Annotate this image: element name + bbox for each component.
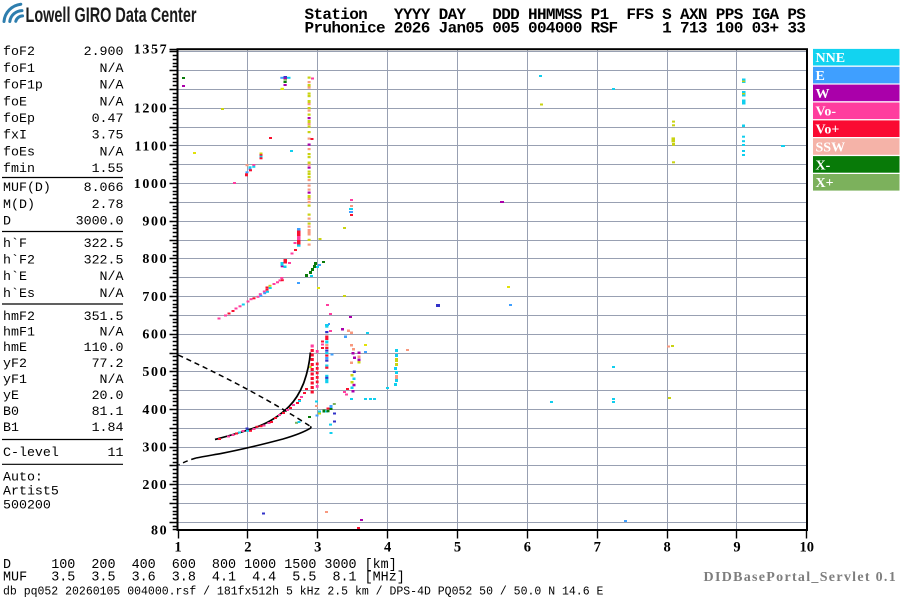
svg-text:2.900: 2.900: [84, 44, 124, 59]
svg-text:D: D: [3, 214, 11, 229]
svg-text:800: 800: [142, 252, 168, 267]
svg-text:yF2: yF2: [3, 356, 27, 371]
svg-text:2.78: 2.78: [92, 197, 124, 212]
svg-text:SSW: SSW: [816, 140, 846, 155]
svg-text:fxI: fxI: [3, 128, 27, 143]
svg-text:322.5: 322.5: [84, 236, 124, 251]
svg-text:81.1: 81.1: [92, 404, 124, 419]
svg-text:322.5: 322.5: [84, 253, 124, 268]
svg-text:77.2: 77.2: [92, 356, 124, 371]
svg-text:Vo+: Vo+: [816, 123, 840, 138]
svg-text:N/A: N/A: [100, 94, 124, 109]
svg-text:500200: 500200: [3, 498, 51, 513]
svg-text:Pruhonice 2026 Jan05 005 00400: Pruhonice 2026 Jan05 005 004000 RSF 1 71…: [305, 20, 806, 38]
svg-text:0.47: 0.47: [92, 111, 124, 126]
svg-text:NNE: NNE: [816, 51, 846, 66]
svg-text:h`Es: h`Es: [3, 286, 35, 301]
svg-text:20.0: 20.0: [92, 388, 124, 403]
svg-text:3: 3: [314, 540, 321, 556]
svg-text:M(D): M(D): [3, 197, 35, 212]
svg-text:351.5: 351.5: [84, 309, 124, 324]
svg-text:1: 1: [174, 540, 181, 556]
svg-text:N/A: N/A: [100, 372, 124, 387]
svg-text:foF1p: foF1p: [3, 78, 43, 93]
svg-text:400: 400: [142, 403, 168, 418]
svg-text:N/A: N/A: [100, 144, 124, 159]
svg-text:foE: foE: [3, 94, 27, 109]
svg-text:8: 8: [663, 540, 670, 556]
svg-text:B1: B1: [3, 420, 19, 435]
svg-text:D 100 200 400 600 800: D 100 200 400 600 800 1000 1500 3000 [km…: [3, 558, 397, 573]
svg-text:hmF2: hmF2: [3, 309, 35, 324]
svg-text:foEs: foEs: [3, 144, 35, 159]
svg-text:1.55: 1.55: [92, 161, 124, 176]
svg-text:10: 10: [800, 540, 815, 556]
svg-text:E: E: [816, 69, 825, 84]
svg-text:W: W: [816, 87, 830, 102]
svg-text:300: 300: [142, 441, 168, 456]
svg-text:200: 200: [142, 478, 168, 493]
svg-text:600: 600: [142, 328, 168, 343]
svg-text:yF1: yF1: [3, 372, 27, 387]
svg-text:N/A: N/A: [100, 325, 124, 340]
svg-text:Vo-: Vo-: [816, 105, 837, 120]
svg-text:3.75: 3.75: [92, 128, 124, 143]
svg-text:7: 7: [594, 540, 601, 556]
svg-text:Artist5: Artist5: [3, 484, 59, 499]
svg-text:N/A: N/A: [100, 78, 124, 93]
svg-text:X-: X-: [816, 158, 831, 173]
svg-text:fmin: fmin: [3, 161, 35, 176]
svg-text:h`F2: h`F2: [3, 253, 35, 268]
svg-text:Station YYYY DAY DDD HHMMS: Station YYYY DAY DDD HHMMSS P1 FFS S AXN…: [305, 6, 807, 24]
svg-text:11: 11: [108, 445, 124, 460]
svg-text:1357: 1357: [134, 43, 168, 58]
svg-text:hmE: hmE: [3, 340, 27, 355]
svg-text:DIDBasePortal_Servlet 0.1: DIDBasePortal_Servlet 0.1: [704, 570, 897, 585]
svg-text:6: 6: [524, 540, 531, 556]
svg-text:4: 4: [384, 540, 391, 556]
svg-text:1200: 1200: [134, 102, 168, 117]
svg-text:hmF1: hmF1: [3, 325, 35, 340]
svg-text:110.0: 110.0: [84, 340, 124, 355]
svg-text:foF1: foF1: [3, 61, 35, 76]
svg-text:N/A: N/A: [100, 61, 124, 76]
svg-text:80: 80: [151, 523, 168, 538]
svg-text:Auto:: Auto:: [3, 470, 43, 485]
svg-text:db pq052 20260105 004000.rsf /: db pq052 20260105 004000.rsf / 181fx512h…: [3, 585, 603, 598]
svg-text:1.84: 1.84: [92, 420, 124, 435]
svg-text:900: 900: [142, 215, 168, 230]
svg-text:MUF(D): MUF(D): [3, 180, 51, 195]
svg-text:h`F: h`F: [3, 236, 27, 251]
svg-text:X+: X+: [816, 176, 834, 191]
svg-text:Lowell GIRO Data Center: Lowell GIRO Data Center: [26, 4, 197, 27]
svg-text:MUF 3.5 3.5 3.6 3.8 4.1: MUF 3.5 3.5 3.6 3.8 4.1 4.4 5.5 8.1 [MHz…: [3, 571, 405, 586]
svg-text:h`E: h`E: [3, 269, 27, 284]
svg-text:C-level: C-level: [3, 445, 59, 460]
svg-text:8.066: 8.066: [84, 180, 124, 195]
svg-text:1000: 1000: [134, 177, 168, 192]
svg-text:2: 2: [244, 540, 251, 556]
svg-text:N/A: N/A: [100, 286, 124, 301]
svg-text:700: 700: [142, 290, 168, 305]
svg-text:500: 500: [142, 365, 168, 380]
svg-text:5: 5: [454, 540, 461, 556]
svg-text:N/A: N/A: [100, 269, 124, 284]
svg-text:foEp: foEp: [3, 111, 35, 126]
svg-text:B0: B0: [3, 404, 19, 419]
svg-text:3000.0: 3000.0: [76, 214, 124, 229]
svg-text:foF2: foF2: [3, 44, 35, 59]
svg-text:1100: 1100: [135, 139, 169, 154]
svg-text:yE: yE: [3, 388, 19, 403]
svg-text:9: 9: [733, 540, 740, 556]
